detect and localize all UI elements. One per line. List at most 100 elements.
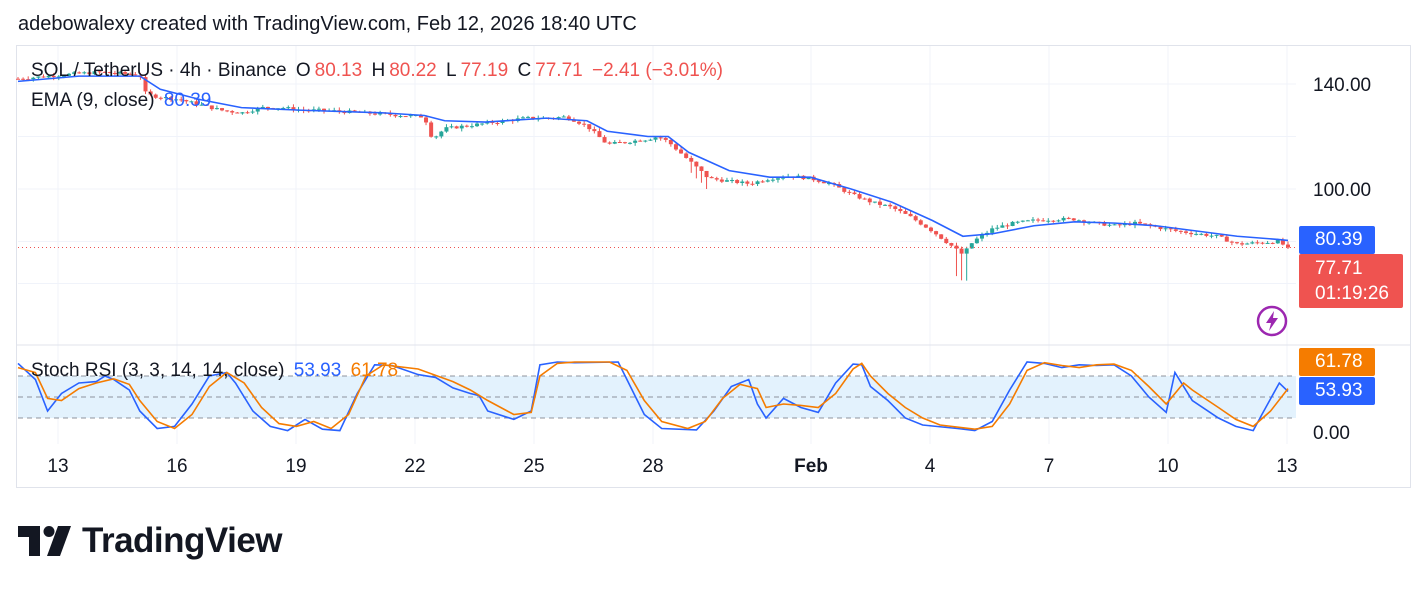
candle-body [628, 142, 633, 144]
candle-body [1189, 232, 1194, 235]
candle-body [51, 75, 56, 78]
candle-body [214, 108, 219, 110]
candle-body [245, 112, 250, 114]
candle-body [730, 180, 735, 182]
candle-body [597, 131, 602, 138]
candle-body [959, 248, 964, 254]
last-price-badge: 77.71 01:19:26 [1299, 254, 1403, 308]
candle-body [434, 136, 439, 138]
candle-body [169, 97, 174, 101]
candle-body [1173, 229, 1178, 231]
candle-body [888, 204, 893, 207]
candle-body [602, 137, 607, 143]
chart-frame[interactable] [16, 45, 1411, 488]
candle-body [439, 131, 444, 137]
ema-legend[interactable]: EMA (9, close) 80.39 [31, 90, 215, 112]
candle-body [209, 105, 214, 110]
candle-body [633, 140, 638, 143]
ema-price-badge: 80.39 [1299, 226, 1375, 254]
candle-body [291, 107, 296, 111]
candle-body [520, 117, 525, 119]
open-label: O [295, 60, 311, 81]
candle-body [378, 112, 383, 115]
candle-body [679, 149, 684, 154]
price-tick-label: 100.00 [1313, 180, 1371, 201]
candle-body [128, 73, 133, 75]
candle-body [577, 121, 582, 124]
candle-body [673, 144, 678, 150]
candle-body [143, 77, 148, 92]
stoch-rsi-panel [17, 361, 1296, 432]
candle-body [735, 180, 740, 184]
candle-body [842, 187, 847, 192]
candle-body [82, 72, 87, 74]
candle-body [449, 126, 454, 128]
stoch-k-badge: 53.93 [1299, 377, 1375, 405]
candle-body [230, 111, 235, 113]
candle-body [204, 104, 209, 106]
candle-body [1183, 231, 1188, 233]
candle-body [755, 181, 760, 185]
candle-body [31, 77, 36, 80]
lightning-icon[interactable] [1256, 305, 1288, 337]
candle-body [1286, 244, 1290, 248]
candle-body [107, 72, 112, 74]
candle-body [653, 137, 658, 140]
candle-body [781, 177, 786, 179]
candle-body [934, 231, 939, 235]
candle-body [689, 157, 694, 162]
candle-body [847, 191, 852, 193]
candle-body [775, 178, 780, 180]
candle-body [1015, 221, 1020, 223]
symbol-legend: SOL / TetherUS · 4h · Binance O 80.13 H 80… [31, 60, 727, 82]
candle-body [643, 140, 648, 142]
candle-body [16, 78, 20, 80]
stoch-legend[interactable]: Stoch RSI (3, 3, 14, 14, close) 53.93 61… [31, 360, 402, 382]
candle-body [21, 78, 26, 80]
candle-body [1163, 228, 1168, 230]
candle-body [87, 72, 92, 75]
candle-body [67, 73, 72, 76]
candle-body [158, 97, 163, 99]
tradingview-logo[interactable]: TradingView [18, 520, 283, 562]
candle-body [250, 111, 255, 113]
candle-body [240, 112, 245, 114]
candle-body [1214, 234, 1219, 236]
candle-body [587, 124, 592, 130]
candle-body [1138, 221, 1143, 224]
stoch-label: Stoch RSI (3, 3, 14, 14, close) [31, 360, 285, 381]
candle-body [1056, 220, 1061, 222]
candle-body [607, 142, 612, 144]
symbol-name[interactable]: SOL / TetherUS · 4h · Binance [31, 60, 287, 81]
candle-body [61, 75, 66, 77]
candle-body [663, 137, 668, 140]
candle-body [444, 127, 449, 132]
candle-body [898, 208, 903, 212]
candle-body [923, 224, 928, 228]
time-tick-label: 7 [1044, 456, 1055, 477]
candle-body [969, 243, 974, 249]
candle-body [1076, 220, 1081, 222]
candle-body [133, 74, 138, 76]
low-label: L [446, 60, 457, 81]
candle-body [1036, 219, 1041, 221]
candle-body [699, 166, 704, 171]
candle-body [1168, 228, 1173, 230]
candle-body [944, 238, 949, 244]
candle-body [903, 211, 908, 214]
time-tick-label: 13 [47, 456, 68, 477]
candle-body [1224, 236, 1229, 242]
candle-body [163, 97, 168, 99]
candle-body [1265, 242, 1270, 244]
candle-body [1275, 240, 1280, 244]
candle-body [622, 142, 627, 144]
candle-body [281, 107, 286, 109]
candle-body [1046, 220, 1051, 222]
candle-body [684, 153, 689, 158]
candle-body [750, 183, 755, 185]
time-tick-label: 13 [1276, 456, 1297, 477]
candle-body [770, 179, 775, 181]
candle-body [480, 123, 485, 125]
candle-body [877, 201, 882, 205]
